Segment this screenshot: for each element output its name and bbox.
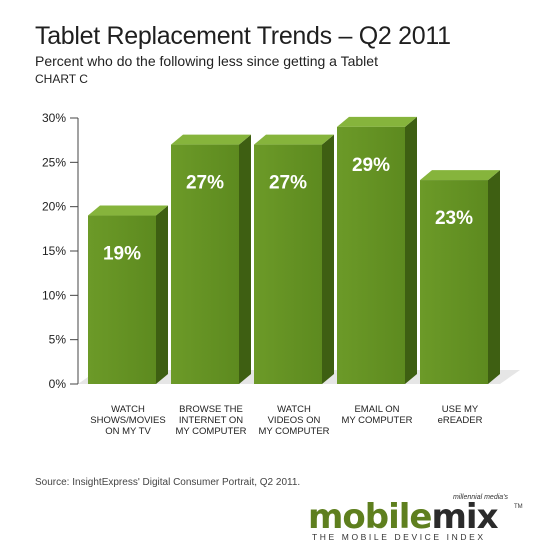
bar-top (171, 134, 251, 145)
bar-side (156, 205, 168, 384)
logo-top-text: millennial media's (452, 494, 508, 501)
y-tick-label: 20% (42, 200, 66, 214)
chart-subtitle: Percent who do the following less since … (35, 53, 378, 69)
data-label: 27% (186, 173, 224, 194)
data-label: 29% (352, 155, 390, 176)
y-tick-label: 30% (42, 111, 66, 125)
y-tick-label: 5% (49, 333, 67, 347)
bar-chart: 0% 5% 10% 15% 20% 25% 30% 19% WATCH SHOWS/MOVIES O… (42, 111, 520, 437)
bar (171, 144, 239, 384)
source-note: Source: InsightExpress' Digital Consumer… (35, 477, 301, 488)
bar (254, 144, 322, 384)
bar-side (405, 116, 417, 384)
data-label: 19% (103, 244, 141, 265)
y-tick-label: 0% (49, 377, 67, 391)
bar-side (239, 134, 251, 384)
bar-side (488, 170, 500, 384)
x-category-label: WATCH SHOWS/MOVIES ON MY TV (90, 404, 165, 437)
x-category-label: USE MY eREADER (438, 404, 483, 426)
bar-group: 27% (171, 134, 251, 384)
bar-group: 27% (254, 134, 334, 384)
x-category-label: WATCH VIDEOS ON MY COMPUTER (258, 404, 329, 437)
x-category-label: BROWSE THE INTERNET ON MY COMPUTER (175, 404, 246, 437)
logo-word-mobile: mobile (308, 497, 432, 537)
bar-top (254, 134, 334, 145)
bar (420, 180, 488, 384)
bar (337, 126, 405, 384)
bar-group: 29% (337, 116, 417, 384)
bar (88, 215, 156, 384)
chart-title: Tablet Replacement Trends – Q2 2011 (35, 22, 451, 50)
x-category-label: EMAIL ON MY COMPUTER (341, 404, 412, 426)
bar-top (88, 205, 168, 216)
bar-side (322, 134, 334, 384)
logo-tagline: THE MOBILE DEVICE INDEX (312, 532, 486, 542)
data-label: 23% (435, 208, 473, 229)
y-tick-label: 10% (42, 288, 66, 302)
y-tick-label: 15% (42, 244, 66, 258)
bar-top (337, 116, 417, 127)
bar-group: 23% (420, 170, 500, 384)
y-tick-label: 25% (42, 155, 66, 169)
chart-id-label: CHART C (35, 72, 88, 86)
data-label: 27% (269, 173, 307, 194)
logo-word-mix: mix (431, 497, 499, 537)
bar-group: 19% (88, 205, 168, 384)
mobilemix-logo: millennial media's mobilemix TM THE MOBI… (308, 494, 538, 546)
logo-trademark: TM (514, 504, 523, 510)
bar-top (420, 170, 500, 181)
logo-wordmark: mobilemix (308, 497, 499, 537)
